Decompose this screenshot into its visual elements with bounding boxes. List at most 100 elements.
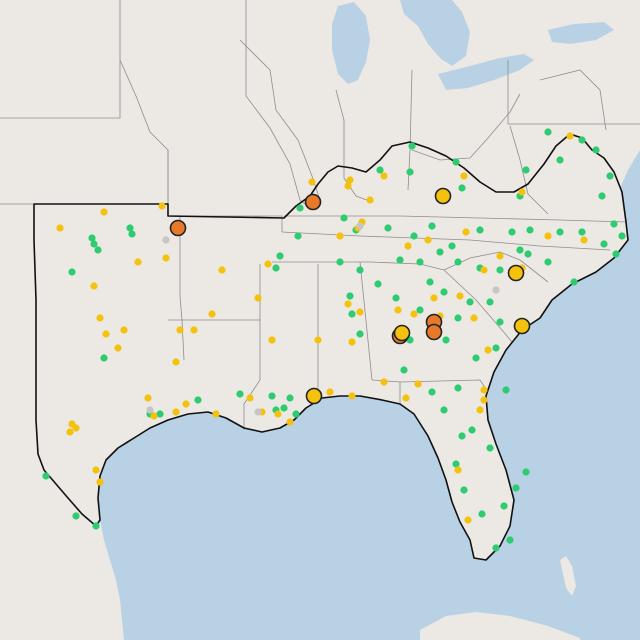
station-marker[interactable]	[158, 202, 166, 210]
station-marker[interactable]	[506, 536, 514, 544]
station-marker[interactable]	[442, 336, 450, 344]
station-marker[interactable]	[606, 172, 614, 180]
station-marker[interactable]	[346, 176, 354, 184]
station-marker[interactable]	[308, 178, 316, 186]
station-marker[interactable]	[264, 260, 272, 268]
station-marker[interactable]	[544, 258, 552, 266]
station-marker[interactable]	[424, 236, 432, 244]
station-marker[interactable]	[134, 258, 142, 266]
station-marker[interactable]	[486, 444, 494, 452]
station-marker[interactable]	[88, 234, 96, 242]
station-marker[interactable]	[410, 310, 418, 318]
station-marker[interactable]	[336, 232, 344, 240]
station-marker[interactable]	[396, 256, 404, 264]
station-marker[interactable]	[492, 286, 500, 294]
station-marker[interactable]	[416, 306, 424, 314]
station-marker[interactable]	[496, 318, 504, 326]
station-marker[interactable]	[268, 392, 276, 400]
station-marker[interactable]	[610, 220, 618, 228]
station-marker[interactable]	[522, 166, 530, 174]
station-marker[interactable]	[480, 386, 488, 394]
station-marker[interactable]	[96, 314, 104, 322]
station-marker[interactable]	[126, 224, 134, 232]
station-marker[interactable]	[326, 388, 334, 396]
station-marker[interactable]	[100, 208, 108, 216]
station-marker[interactable]	[348, 310, 356, 318]
station-marker[interactable]	[426, 278, 434, 286]
station-marker[interactable]	[162, 254, 170, 262]
station-marker[interactable]	[96, 478, 104, 486]
station-marker[interactable]	[404, 242, 412, 250]
station-marker[interactable]	[512, 484, 520, 492]
station-marker[interactable]	[90, 282, 98, 290]
alert-marker-yellow[interactable]	[434, 187, 452, 205]
station-marker[interactable]	[508, 228, 516, 236]
station-marker[interactable]	[172, 408, 180, 416]
station-marker[interactable]	[600, 240, 608, 248]
station-marker[interactable]	[556, 228, 564, 236]
station-marker[interactable]	[454, 258, 462, 266]
station-marker[interactable]	[190, 326, 198, 334]
station-marker[interactable]	[292, 410, 300, 418]
station-marker[interactable]	[376, 166, 384, 174]
station-marker[interactable]	[500, 502, 508, 510]
alert-marker-orange[interactable]	[169, 219, 187, 237]
station-marker[interactable]	[454, 384, 462, 392]
station-marker[interactable]	[356, 222, 364, 230]
station-marker[interactable]	[92, 522, 100, 530]
station-marker[interactable]	[42, 472, 50, 480]
station-marker[interactable]	[380, 172, 388, 180]
station-marker[interactable]	[100, 354, 108, 362]
station-marker[interactable]	[476, 406, 484, 414]
station-marker[interactable]	[72, 512, 80, 520]
station-marker[interactable]	[612, 250, 620, 258]
station-marker[interactable]	[430, 294, 438, 302]
station-marker[interactable]	[120, 326, 128, 334]
station-marker[interactable]	[580, 236, 588, 244]
station-marker[interactable]	[274, 410, 282, 418]
station-marker[interactable]	[440, 288, 448, 296]
station-marker[interactable]	[458, 432, 466, 440]
station-marker[interactable]	[294, 232, 302, 240]
station-marker[interactable]	[570, 278, 578, 286]
station-marker[interactable]	[454, 314, 462, 322]
alert-marker-orange[interactable]	[425, 323, 443, 341]
station-marker[interactable]	[480, 396, 488, 404]
station-marker[interactable]	[374, 280, 382, 288]
station-marker[interactable]	[72, 424, 80, 432]
station-marker[interactable]	[452, 158, 460, 166]
station-marker[interactable]	[544, 232, 552, 240]
station-marker[interactable]	[296, 204, 304, 212]
station-marker[interactable]	[472, 354, 480, 362]
station-marker[interactable]	[518, 188, 526, 196]
station-marker[interactable]	[454, 466, 462, 474]
station-marker[interactable]	[406, 168, 414, 176]
station-marker[interactable]	[522, 468, 530, 476]
station-marker[interactable]	[468, 426, 476, 434]
station-marker[interactable]	[460, 172, 468, 180]
station-marker[interactable]	[246, 394, 254, 402]
station-marker[interactable]	[286, 394, 294, 402]
station-marker[interactable]	[346, 292, 354, 300]
station-marker[interactable]	[516, 246, 524, 254]
station-marker[interactable]	[394, 306, 402, 314]
station-marker[interactable]	[592, 146, 600, 154]
station-marker[interactable]	[172, 358, 180, 366]
station-marker[interactable]	[440, 406, 448, 414]
station-marker[interactable]	[400, 366, 408, 374]
station-marker[interactable]	[344, 300, 352, 308]
station-marker[interactable]	[402, 394, 410, 402]
station-marker[interactable]	[344, 182, 352, 190]
station-marker[interactable]	[356, 266, 364, 274]
station-marker[interactable]	[416, 258, 424, 266]
station-marker[interactable]	[556, 156, 564, 164]
station-marker[interactable]	[182, 400, 190, 408]
alert-marker-orange[interactable]	[304, 193, 322, 211]
station-marker[interactable]	[448, 242, 456, 250]
station-marker[interactable]	[502, 386, 510, 394]
station-marker[interactable]	[476, 226, 484, 234]
station-marker[interactable]	[144, 394, 152, 402]
station-marker[interactable]	[92, 466, 100, 474]
alert-marker-yellow[interactable]	[305, 387, 323, 405]
alert-marker-yellow[interactable]	[513, 317, 531, 335]
